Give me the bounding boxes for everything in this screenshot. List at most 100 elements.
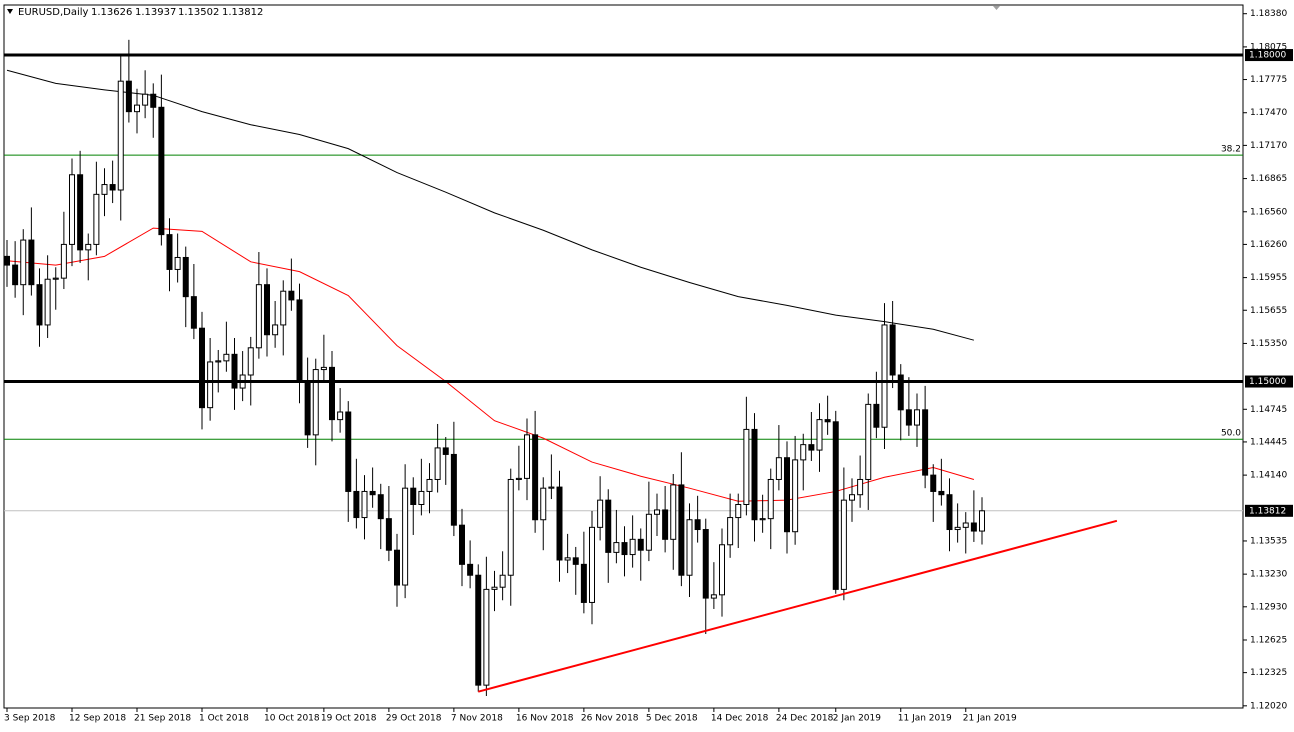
x-tick-label: 29 Oct 2018 — [386, 714, 442, 724]
candle-body — [12, 264, 19, 286]
candle-body — [605, 499, 612, 553]
candle-body — [109, 184, 116, 191]
y-tick-label: 1.12625 — [1250, 635, 1287, 645]
x-tick-label: 5 Dec 2018 — [646, 714, 698, 724]
candle-body — [719, 544, 725, 596]
candle-body — [792, 459, 799, 533]
candle-body — [662, 509, 669, 540]
candle-body — [255, 284, 262, 349]
candle-body — [475, 574, 482, 686]
candle-body — [247, 347, 254, 376]
candle-body — [938, 490, 945, 496]
candle-body — [970, 522, 977, 532]
candle-body — [483, 588, 490, 686]
candle-body — [426, 478, 433, 492]
candle-body — [312, 369, 319, 436]
level-label-box — [1245, 49, 1293, 62]
candle-body — [459, 524, 465, 565]
candle-body — [4, 255, 10, 266]
price-label: 1.13812 — [1249, 506, 1286, 516]
candle-body — [767, 478, 774, 520]
header-close: 1.13812 — [222, 7, 263, 18]
candle-body — [629, 538, 636, 556]
candle-body — [849, 494, 855, 501]
candle-body — [979, 510, 985, 532]
candle-body — [402, 487, 409, 586]
candle-body — [385, 518, 392, 551]
candle-body — [280, 290, 287, 326]
y-tick-label: 1.12325 — [1250, 668, 1287, 678]
candle-body — [304, 381, 311, 436]
candle-body — [515, 477, 522, 480]
candle-body — [158, 106, 165, 236]
candle-body — [93, 193, 100, 245]
y-tick-label: 1.15350 — [1250, 339, 1287, 349]
level-label: 1.15000 — [1249, 377, 1286, 387]
candle-body — [166, 234, 173, 270]
menu-triangle[interactable] — [7, 9, 13, 14]
candle-body — [710, 594, 717, 599]
candle-body — [873, 403, 880, 428]
shift-marker[interactable] — [993, 6, 1000, 10]
candle-body — [52, 277, 59, 280]
candle-body — [418, 490, 425, 505]
y-tick-label: 1.16865 — [1250, 174, 1287, 184]
candle-body — [881, 324, 888, 428]
y-tick-label: 1.18380 — [1250, 9, 1287, 19]
header-high: 1.13937 — [135, 7, 176, 18]
x-tick-label: 19 Oct 2018 — [321, 714, 377, 724]
y-tick-label: 1.15955 — [1250, 273, 1287, 283]
candle-body — [215, 360, 222, 363]
candle-body — [345, 411, 352, 492]
candle-body — [751, 428, 758, 521]
plot-frame — [3, 4, 1244, 709]
candle-body — [337, 411, 344, 421]
level-label: 1.18000 — [1249, 51, 1286, 61]
candle-body — [207, 361, 214, 409]
candle-body — [840, 499, 847, 590]
candle-body — [621, 542, 628, 556]
candle-body — [775, 457, 782, 480]
candle-body — [743, 428, 750, 506]
candle-body — [434, 447, 441, 480]
candle-body — [101, 184, 108, 195]
candle-body — [613, 542, 620, 553]
fib-label: 50.0 — [1221, 429, 1241, 439]
candle-body — [678, 484, 685, 576]
candle-body — [150, 93, 157, 108]
candle-body — [117, 80, 124, 191]
candle-body — [784, 457, 790, 533]
candle-body — [410, 487, 417, 506]
y-tick-label: 1.18075 — [1250, 42, 1287, 52]
candle-body — [645, 513, 652, 551]
candle-body — [231, 353, 238, 389]
candle-body — [77, 174, 84, 251]
candle-body — [377, 494, 384, 520]
x-tick-label: 2 Jan 2019 — [833, 714, 881, 724]
candle-body — [800, 444, 807, 461]
candle-body — [491, 586, 498, 590]
candle-body — [597, 499, 604, 528]
candle-body — [134, 104, 140, 113]
candle-body — [548, 486, 555, 489]
candle-body — [20, 239, 27, 286]
candle-body — [922, 409, 929, 476]
x-tick-label: 16 Nov 2018 — [516, 714, 574, 724]
candle-body — [182, 256, 189, 298]
candle-body — [954, 526, 961, 531]
y-tick-label: 1.13230 — [1250, 570, 1287, 580]
candle-body — [670, 484, 677, 540]
y-tick-label: 1.16260 — [1250, 240, 1287, 250]
y-tick-label: 1.13535 — [1250, 536, 1287, 546]
candle-body — [727, 517, 734, 546]
candle-body — [816, 419, 823, 451]
candle-body — [272, 324, 279, 336]
candle-body — [353, 490, 360, 519]
candle-body — [85, 243, 92, 251]
candle-body — [962, 522, 969, 528]
y-tick-label: 1.12930 — [1250, 602, 1287, 612]
candle-body — [808, 444, 815, 451]
candle-body — [329, 366, 335, 421]
